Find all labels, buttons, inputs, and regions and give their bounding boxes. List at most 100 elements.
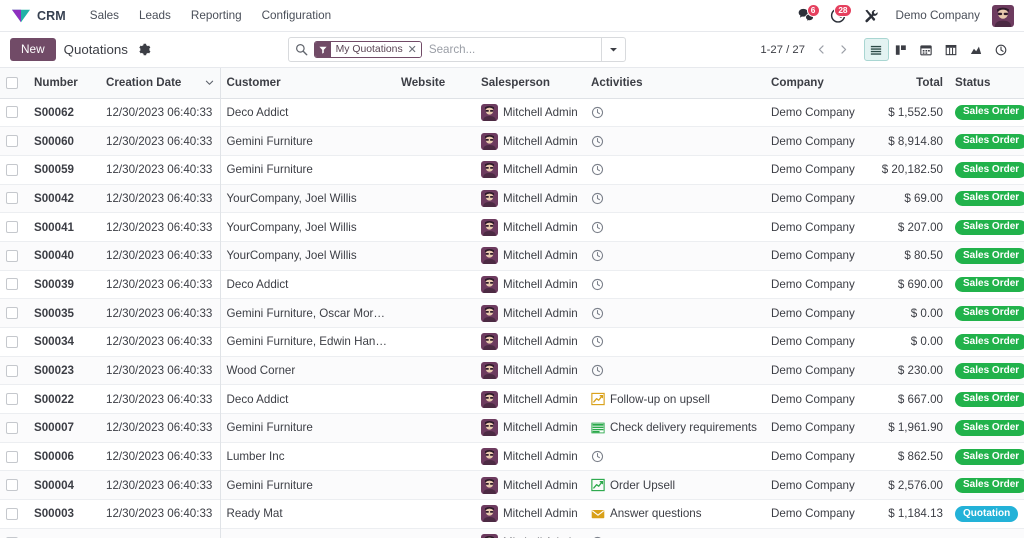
table-row[interactable]: S00039 12/30/2023 06:40:33 Deco Addict Mitc… bbox=[0, 270, 1024, 299]
row-checkbox[interactable] bbox=[6, 536, 18, 538]
cell-activities bbox=[585, 299, 765, 328]
search-bar[interactable]: My Quotations ✕ bbox=[287, 37, 626, 62]
row-checkbox[interactable] bbox=[6, 507, 18, 520]
company-switcher[interactable]: Demo Company bbox=[895, 9, 980, 22]
clock-icon[interactable] bbox=[591, 105, 606, 120]
header-number[interactable]: Number bbox=[28, 68, 100, 99]
table-row[interactable]: S00034 12/30/2023 06:40:33 Gemini Furnitur… bbox=[0, 327, 1024, 357]
clock-icon[interactable] bbox=[591, 162, 606, 177]
row-checkbox[interactable] bbox=[6, 450, 18, 463]
header-customer[interactable]: Customer bbox=[219, 68, 395, 99]
row-checkbox[interactable] bbox=[6, 192, 18, 205]
clock-icon[interactable] bbox=[591, 220, 606, 235]
table-row[interactable]: S00059 12/30/2023 06:40:33 Gemini Furnitur… bbox=[0, 155, 1024, 185]
row-checkbox[interactable] bbox=[6, 421, 18, 434]
header-activities[interactable]: Activities bbox=[585, 68, 765, 99]
table-row[interactable]: S00004 12/30/2023 06:40:33 Gemini Furnitur… bbox=[0, 470, 1024, 500]
row-checkbox[interactable] bbox=[6, 307, 18, 320]
clock-icon[interactable] bbox=[591, 363, 606, 378]
table-row[interactable]: S00041 12/30/2023 06:40:33 YourCompany, Jo… bbox=[0, 212, 1024, 242]
chart-up-green-icon[interactable] bbox=[591, 478, 606, 493]
header-creation-date[interactable]: Creation Date bbox=[100, 68, 220, 99]
gear-icon[interactable] bbox=[137, 41, 153, 57]
pager-next-button[interactable] bbox=[833, 39, 854, 61]
chevron-down-icon[interactable] bbox=[600, 38, 625, 61]
cell-website bbox=[395, 356, 475, 385]
clock-icon[interactable] bbox=[591, 306, 606, 321]
table-row[interactable]: S00023 12/30/2023 06:40:33 Wood Corner Mitc… bbox=[0, 356, 1024, 385]
table-row[interactable]: S00062 12/30/2023 06:40:33 Deco Addict Mitc… bbox=[0, 98, 1024, 127]
pager-value[interactable]: 1-27 / 27 bbox=[760, 43, 805, 56]
kanban-view-icon[interactable] bbox=[889, 38, 914, 61]
cell-company: Demo Company bbox=[771, 335, 855, 349]
header-salesperson[interactable]: Salesperson bbox=[475, 68, 585, 99]
cell-activities bbox=[585, 356, 765, 385]
row-checkbox[interactable] bbox=[6, 393, 18, 406]
search-facet-my-quotations[interactable]: My Quotations ✕ bbox=[313, 41, 422, 58]
table-row[interactable]: S00007 12/30/2023 06:40:33 Gemini Furnitur… bbox=[0, 413, 1024, 443]
row-checkbox[interactable] bbox=[6, 106, 18, 119]
row-checkbox[interactable] bbox=[6, 221, 18, 234]
row-checkbox[interactable] bbox=[6, 479, 18, 492]
table-row[interactable]: S00035 12/30/2023 06:40:33 Gemini Furnitur… bbox=[0, 298, 1024, 328]
menu-item-configuration[interactable]: Configuration bbox=[261, 9, 332, 22]
header-company[interactable]: Company bbox=[765, 68, 875, 99]
activities-clock-icon[interactable]: 28 bbox=[824, 3, 854, 29]
row-checkbox[interactable] bbox=[6, 249, 18, 262]
clock-icon[interactable] bbox=[591, 134, 606, 149]
chart-up-orange-icon[interactable] bbox=[591, 392, 606, 407]
menu-item-leads[interactable]: Leads bbox=[139, 9, 171, 22]
graph-view-icon[interactable] bbox=[964, 38, 989, 61]
menu-item-sales[interactable]: Sales bbox=[89, 9, 120, 22]
calendar-view-icon[interactable] bbox=[914, 38, 939, 61]
row-checkbox[interactable] bbox=[6, 163, 18, 176]
close-icon[interactable]: ✕ bbox=[406, 42, 421, 57]
row-checkbox[interactable] bbox=[6, 364, 18, 377]
table-row[interactable]: S00003 12/30/2023 06:40:33 Ready Mat Mitche… bbox=[0, 499, 1024, 529]
table-row[interactable]: S00022 12/30/2023 06:40:33 Deco Addict Mitc… bbox=[0, 384, 1024, 414]
pivot-view-icon[interactable] bbox=[939, 38, 964, 61]
clock-icon[interactable] bbox=[591, 449, 606, 464]
table-header: Number Creation Date Customer Website Sa… bbox=[0, 68, 1024, 99]
cell-company: Demo Company bbox=[771, 507, 855, 521]
clock-icon[interactable] bbox=[591, 334, 606, 349]
cell-customer: Deco Addict bbox=[219, 384, 395, 414]
cell-total: $ 230.00 bbox=[897, 364, 943, 378]
messages-icon[interactable]: 6 bbox=[792, 3, 822, 29]
header-total[interactable]: Total bbox=[875, 68, 949, 99]
activity-view-icon[interactable] bbox=[989, 38, 1014, 61]
header-status[interactable]: Status bbox=[949, 68, 1024, 99]
pager-previous-button[interactable] bbox=[811, 39, 832, 61]
odoo-crm-logo-icon[interactable] bbox=[10, 7, 32, 25]
row-checkbox[interactable] bbox=[6, 135, 18, 148]
salesperson-avatar bbox=[481, 333, 498, 351]
app-name[interactable]: CRM bbox=[37, 8, 66, 23]
cell-customer: Lumber Inc bbox=[219, 442, 395, 471]
clock-icon[interactable] bbox=[591, 191, 606, 206]
table-row[interactable]: S00006 12/30/2023 06:40:33 Lumber Inc Mitch… bbox=[0, 442, 1024, 471]
salesperson-avatar bbox=[481, 390, 498, 408]
table-row[interactable]: S00060 12/30/2023 06:40:33 Gemini Furnitur… bbox=[0, 126, 1024, 156]
clock-icon[interactable] bbox=[591, 248, 606, 263]
envelope-orange-icon[interactable] bbox=[591, 506, 606, 521]
row-select-cell bbox=[0, 500, 28, 529]
menu-item-reporting[interactable]: Reporting bbox=[190, 9, 242, 22]
cell-activities: Order Upsell bbox=[585, 471, 765, 500]
table-row[interactable]: S00042 12/30/2023 06:40:33 YourCompany, Jo… bbox=[0, 184, 1024, 213]
row-checkbox[interactable] bbox=[6, 278, 18, 291]
clock-icon[interactable] bbox=[591, 277, 606, 292]
table-row[interactable]: S00040 12/30/2023 06:40:33 YourCompany, Jo… bbox=[0, 241, 1024, 271]
list-green-icon[interactable] bbox=[591, 420, 606, 435]
list-view-icon[interactable] bbox=[863, 38, 889, 61]
select-all-header bbox=[0, 68, 28, 99]
search-input[interactable] bbox=[421, 43, 601, 56]
new-button[interactable]: New bbox=[10, 37, 56, 62]
row-checkbox[interactable] bbox=[6, 335, 18, 348]
wrench-screwdriver-icon[interactable] bbox=[856, 3, 886, 29]
avatar[interactable] bbox=[992, 4, 1014, 27]
table-row[interactable]: Mitchell Admin bbox=[0, 528, 1024, 538]
select-all-checkbox[interactable] bbox=[6, 76, 18, 89]
row-select-cell bbox=[0, 98, 28, 127]
salesperson-name: Mitchell Admin bbox=[503, 392, 578, 406]
header-website[interactable]: Website bbox=[395, 68, 475, 99]
